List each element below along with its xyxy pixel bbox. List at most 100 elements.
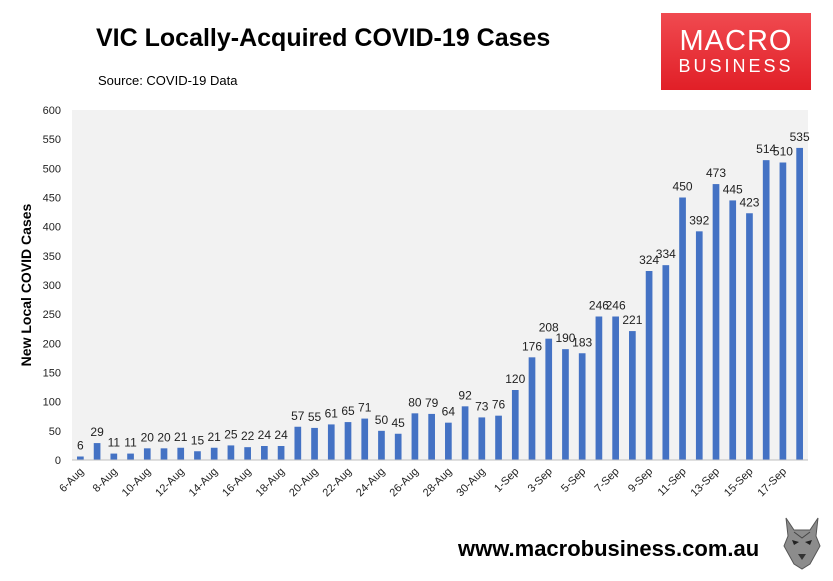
data-label: 183 (572, 335, 592, 349)
data-label: 6 (77, 439, 84, 453)
data-label: 57 (291, 409, 305, 423)
x-tick-label: 7-Sep (593, 466, 622, 495)
data-label: 76 (492, 398, 506, 412)
bar-11-Sep (679, 197, 686, 460)
data-label: 324 (639, 253, 659, 267)
x-tick-label: 5-Sep (559, 466, 588, 495)
y-tick-label: 350 (43, 251, 61, 263)
bar-13-Aug (194, 451, 201, 460)
y-tick-label: 250 (43, 309, 61, 321)
data-label: 445 (723, 182, 743, 196)
logo-text-business: BUSINESS (678, 56, 794, 76)
data-label: 64 (442, 405, 456, 419)
x-tick-label: 9-Sep (626, 466, 655, 495)
data-label: 514 (756, 142, 776, 156)
bar-12-Aug (177, 447, 185, 460)
x-tick-label: 1-Sep (492, 466, 521, 495)
data-label: 423 (739, 195, 759, 209)
bar-5-Sep (578, 353, 586, 460)
wolf-icon (780, 514, 824, 570)
y-tick-label: 400 (43, 222, 61, 234)
data-label: 334 (656, 247, 676, 261)
data-label: 65 (341, 404, 355, 418)
bar-26-Aug (411, 413, 419, 460)
bar-31-Aug (495, 415, 502, 460)
bar-6-Aug (77, 456, 84, 460)
bar-15-Aug (227, 445, 235, 460)
x-tick-label: 13-Sep (689, 466, 723, 500)
data-label: 473 (706, 166, 726, 180)
x-tick-label: 17-Sep (755, 466, 789, 500)
bar-21-Aug (327, 424, 335, 460)
bar-12-Sep (695, 231, 703, 460)
bar-7-Sep (612, 316, 619, 460)
x-tick-label: 20-Aug (287, 466, 321, 500)
y-tick-label: 550 (43, 134, 61, 146)
website-url[interactable]: www.macrobusiness.com.au (458, 536, 760, 561)
x-tick-label: 24-Aug (354, 466, 388, 500)
bar-18-Sep (796, 147, 803, 460)
bar-28-Aug (445, 422, 452, 460)
data-label: 21 (208, 430, 222, 444)
bar-11-Aug (160, 448, 168, 460)
data-label: 92 (458, 388, 472, 402)
bar-14-Aug (210, 447, 218, 460)
data-label: 190 (555, 331, 575, 345)
data-label: 208 (539, 321, 559, 335)
bar-25-Aug (394, 433, 402, 460)
data-label: 246 (589, 299, 609, 313)
bar-18-Aug (277, 446, 285, 460)
bar-17-Sep (779, 162, 787, 460)
macrobusiness-logo[interactable]: MACRO BUSINESS (661, 13, 811, 90)
bar-13-Sep (712, 184, 720, 461)
x-tick-label: 16-Aug (220, 466, 254, 500)
bar-2-Sep (528, 357, 536, 460)
data-label: 176 (522, 339, 542, 353)
x-tick-label: 12-Aug (153, 466, 187, 500)
y-tick-label: 150 (43, 368, 61, 380)
y-tick-label: 100 (43, 397, 61, 409)
data-label: 55 (308, 410, 322, 424)
bar-4-Sep (562, 349, 569, 460)
bar-10-Sep (662, 265, 670, 460)
data-label: 71 (358, 401, 372, 415)
x-tick-label: 8-Aug (91, 466, 120, 495)
data-label: 392 (689, 213, 709, 227)
y-tick-label: 50 (49, 426, 61, 438)
bar-17-Aug (261, 446, 268, 460)
data-label: 50 (375, 413, 389, 427)
bar-20-Aug (311, 427, 318, 460)
bar-8-Sep (629, 331, 636, 460)
y-tick-label: 450 (43, 193, 61, 205)
logo-text-macro: MACRO (679, 25, 793, 57)
x-tick-label: 30-Aug (454, 466, 488, 500)
bar-29-Aug (461, 406, 469, 460)
data-label: 80 (408, 395, 422, 409)
bar-15-Sep (746, 213, 753, 460)
source-note: Source: COVID-19 Data (98, 73, 238, 88)
y-tick-label: 300 (43, 280, 61, 292)
data-label: 11 (124, 436, 137, 450)
x-tick-label: 18-Aug (254, 466, 288, 500)
data-label: 24 (258, 428, 272, 442)
data-label: 221 (622, 313, 642, 327)
data-label: 535 (790, 130, 810, 144)
data-label: 450 (673, 180, 693, 194)
bar-7-Aug (93, 443, 101, 460)
y-tick-label: 600 (43, 105, 61, 117)
data-label: 25 (224, 427, 238, 441)
bar-16-Aug (244, 447, 251, 460)
bar-23-Aug (361, 418, 369, 460)
bar-9-Aug (127, 453, 134, 460)
bar-30-Aug (478, 417, 486, 460)
data-label: 246 (606, 299, 626, 313)
chart-title: VIC Locally-Acquired COVID-19 Cases (96, 24, 551, 52)
data-label: 73 (475, 399, 489, 413)
x-tick-label: 28-Aug (421, 466, 455, 500)
y-tick-label: 0 (55, 455, 61, 467)
x-tick-label: 3-Sep (526, 466, 555, 495)
data-label: 29 (90, 425, 104, 439)
data-label: 11 (108, 436, 121, 450)
x-tick-label: 11-Sep (656, 466, 689, 499)
